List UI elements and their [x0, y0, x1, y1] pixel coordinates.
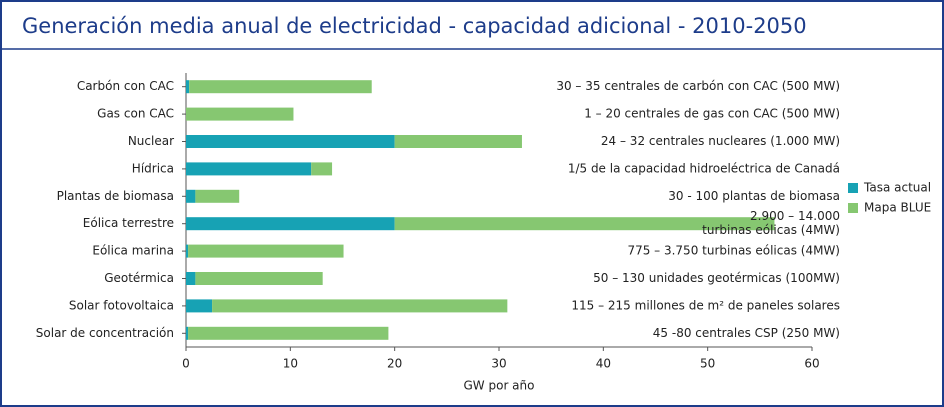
bar-segment: [186, 272, 196, 285]
legend-swatch: [848, 203, 858, 213]
y-tick-label: Geotérmica: [104, 271, 174, 285]
x-tick-label: 40: [596, 357, 611, 371]
annotation: 115 – 215 millones de m² de paneles sola…: [571, 298, 840, 312]
annotation: 50 – 130 unidades geotérmicas (100MW): [593, 271, 840, 285]
bar-segment: [186, 80, 190, 94]
bar-segment: [394, 217, 775, 231]
bar-segment: [189, 80, 372, 94]
annotation: 24 – 32 centrales nucleares (1.000 MW): [601, 134, 840, 148]
bar-segment: [394, 135, 522, 148]
y-tick-label: Plantas de biomasa: [57, 189, 174, 203]
bar-segment: [186, 299, 213, 313]
bar-segment: [186, 107, 294, 121]
x-axis-label: GW por año: [464, 379, 535, 393]
y-tick-label: Hídrica: [132, 161, 174, 175]
annotation: 30 – 35 centrales de carbón con CAC (500…: [556, 79, 840, 93]
y-tick-label: Eólica terrestre: [83, 216, 174, 230]
y-tick-label: Solar de concentración: [36, 326, 174, 340]
x-tick-label: 20: [387, 357, 402, 371]
y-tick-label: Solar fotovoltaica: [69, 298, 174, 312]
bar-segment: [212, 299, 508, 313]
annotation: 2.900 – 14.000: [750, 209, 840, 223]
x-tick-label: 60: [804, 357, 819, 371]
y-tick-label: Gas con CAC: [97, 107, 174, 121]
x-tick-label: 30: [491, 357, 506, 371]
x-tick-label: 10: [283, 357, 298, 371]
legend-label: Mapa BLUE: [864, 201, 931, 215]
annotation: 1/5 de la capacidad hidroeléctrica de Ca…: [568, 161, 840, 175]
x-tick-label: 50: [700, 357, 715, 371]
bar-segment: [188, 326, 389, 340]
chart-title: Generación media anual de electricidad -…: [22, 14, 807, 38]
bar-segment: [186, 162, 312, 176]
annotation: 45 -80 centrales CSP (250 MW): [653, 326, 840, 340]
bar-segment: [186, 326, 189, 340]
y-tick-label: Eólica marina: [92, 244, 174, 258]
annotation: 775 – 3.750 turbinas eólicas (4MW): [627, 244, 840, 258]
annotation: 30 - 100 plantas de biomasa: [668, 189, 840, 203]
bar-segment: [186, 217, 395, 231]
y-tick-label: Carbón con CAC: [77, 79, 174, 93]
annotation: turbinas eólicas (4MW): [702, 223, 840, 237]
bar-segment: [186, 244, 189, 258]
x-tick-label: 0: [182, 357, 190, 371]
bar-segment: [311, 162, 333, 176]
bar-segment: [195, 272, 323, 285]
bar-segment: [188, 244, 344, 258]
y-tick-label: Nuclear: [128, 134, 174, 148]
legend-swatch: [848, 183, 858, 193]
bar-segment: [195, 189, 240, 203]
legend-label: Tasa actual: [863, 181, 931, 195]
bar-segment: [186, 135, 395, 148]
bar-segment: [186, 189, 196, 203]
annotation: 1 – 20 centrales de gas con CAC (500 MW): [584, 107, 840, 121]
